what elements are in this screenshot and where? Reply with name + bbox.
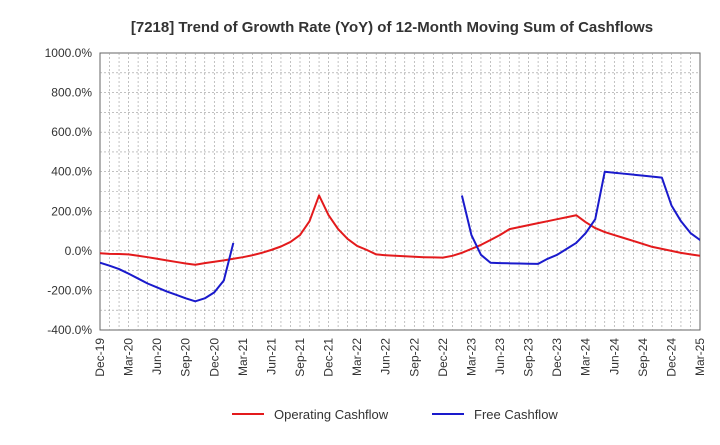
x-tick-label: Sep-22 — [407, 338, 421, 377]
x-tick-label: Dec-20 — [207, 338, 221, 377]
grid-layer — [99, 52, 701, 331]
x-tick-label: Dec-21 — [322, 338, 336, 377]
y-tick-label: 200.0% — [51, 204, 92, 218]
x-tick-label: Sep-20 — [179, 338, 193, 377]
y-tick-label: -400.0% — [47, 323, 92, 337]
series-line-operating-cashflow — [100, 194, 700, 266]
x-tick-label: Mar-24 — [579, 338, 593, 376]
x-tick-label: Jun-21 — [264, 338, 278, 375]
y-tick-label: 0.0% — [65, 244, 93, 258]
x-tick-label: Mar-23 — [464, 338, 478, 376]
x-tick-label: Dec-24 — [664, 338, 678, 377]
x-tick-label: Sep-24 — [636, 338, 650, 377]
series-line-free-cashflow — [100, 170, 700, 303]
y-tick-label: -200.0% — [47, 283, 92, 297]
legend: Operating Cashflow Free Cashflow — [232, 407, 558, 422]
x-tick-label: Mar-21 — [236, 338, 250, 376]
axis-layer: -400.0% -200.0% 0.0% 200.0% 400.0% 600.0% 800.… — [45, 46, 707, 377]
x-tick-label: Mar-22 — [350, 338, 364, 376]
x-tick-label: Dec-23 — [550, 338, 564, 377]
series-layer — [100, 170, 700, 303]
y-tick-label: 400.0% — [51, 165, 92, 179]
y-tick-label: 800.0% — [51, 86, 92, 100]
chart-title: [7218] Trend of Growth Rate (YoY) of 12-… — [131, 19, 653, 36]
legend-label-operating-cashflow: Operating Cashflow — [274, 407, 389, 422]
y-tick-label: 600.0% — [51, 125, 92, 139]
x-tick-label: Dec-22 — [436, 338, 450, 377]
legend-label-free-cashflow: Free Cashflow — [474, 407, 558, 422]
x-tick-label: Dec-19 — [93, 338, 107, 377]
x-tick-label: Mar-25 — [693, 338, 707, 376]
x-tick-label: Sep-21 — [293, 338, 307, 377]
x-tick-label: Jun-23 — [493, 338, 507, 375]
y-tick-label: 1000.0% — [45, 46, 93, 60]
x-tick-label: Jun-20 — [150, 338, 164, 375]
x-tick-label: Mar-20 — [122, 338, 136, 376]
x-tick-label: Jun-24 — [607, 338, 621, 375]
x-tick-label: Sep-23 — [522, 338, 536, 377]
x-tick-label: Jun-22 — [379, 338, 393, 375]
